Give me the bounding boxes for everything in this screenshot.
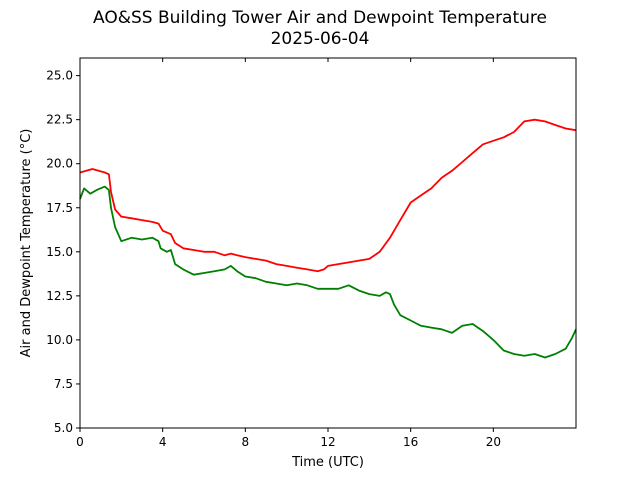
x-axis-label: Time (UTC) <box>291 455 364 470</box>
y-tick-label: 12.5 <box>46 289 73 303</box>
x-tick-label: 8 <box>242 435 250 449</box>
y-tick-label: 25.0 <box>46 69 73 83</box>
y-tick-label: 20.0 <box>46 157 73 171</box>
chart-title: AO&SS Building Tower Air and Dewpoint Te… <box>92 8 547 28</box>
series-layer <box>79 118 577 359</box>
chart-subtitle: 2025-06-04 <box>270 29 370 49</box>
y-tick-label: 5.0 <box>54 421 73 435</box>
x-tick-label: 0 <box>76 435 84 449</box>
x-tick-label: 12 <box>320 435 335 449</box>
y-tick-label: 10.0 <box>46 333 73 347</box>
y-tick-label: 15.0 <box>46 245 73 259</box>
x-tick-label: 4 <box>159 435 167 449</box>
series-line-1 <box>79 118 577 273</box>
y-tick-label: 7.5 <box>54 377 73 391</box>
x-axis: 0 4 8 12 16 20 <box>76 58 501 449</box>
y-tick-label: 17.5 <box>46 201 73 215</box>
y-tick-label: 22.5 <box>46 113 73 127</box>
x-tick-label: 20 <box>486 435 501 449</box>
plot-frame <box>79 57 577 429</box>
y-axis-label: Air and Dewpoint Temperature (°C) <box>19 129 34 358</box>
y-axis: 5.0 7.5 10.0 12.5 15.0 17.5 20.0 22.5 25.0 <box>46 69 80 435</box>
x-tick-label: 16 <box>403 435 418 449</box>
series-line-2 <box>79 185 577 359</box>
